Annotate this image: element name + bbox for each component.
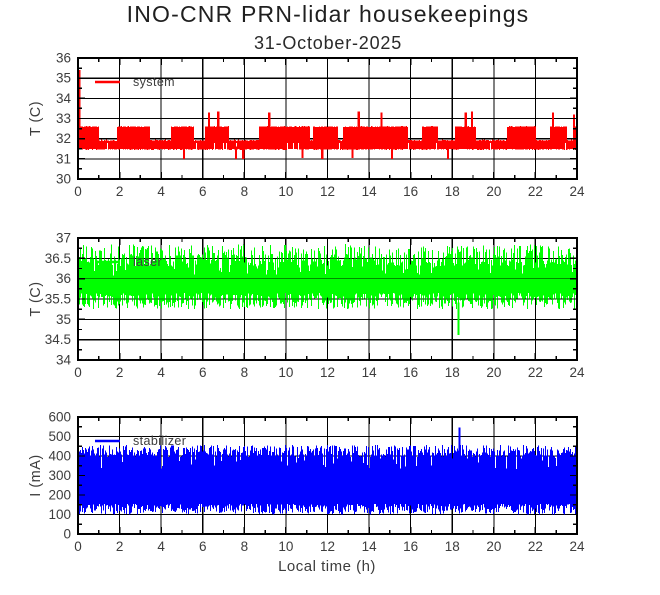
chart-title: INO-CNR PRN-lidar housekeepings [127,1,530,27]
x-tick-labels: 0 2 4 6 8 10 12 14 16 18 20 22 24 [74,184,585,199]
x-tick-label: 6 [199,539,207,554]
series-stabilizer [77,444,578,515]
y-axis-label: I (mA) [28,454,44,496]
x-tick-label: 10 [278,539,293,554]
axis-ticks [77,237,578,361]
y-tick-label: 600 [48,410,71,425]
y-tick-label: 35 [56,312,71,327]
y-tick-label: 33 [56,111,71,126]
y-tick-label: 35 [56,71,71,86]
y-tick-label: 32 [56,131,71,146]
x-tick-label: 14 [362,365,378,380]
x-axis-label: Local time (h) [278,558,376,575]
y-tick-label: 36.5 [45,251,71,266]
x-tick-label: 14 [362,539,378,554]
y-tick-label: 34.5 [45,332,71,347]
x-tick-label: 2 [116,184,124,199]
y-tick-label: 400 [48,449,71,464]
y-tick-label: 0 [63,527,71,542]
x-tick-label: 8 [241,184,249,199]
x-tick-label: 22 [528,184,543,199]
x-tick-label: 6 [199,365,207,380]
x-tick-label: 22 [528,539,543,554]
y-tick-label: 36 [56,51,71,66]
y-tick-label: 34 [56,353,72,368]
y-tick-label: 500 [48,429,71,444]
y-tick-label: 100 [48,507,71,522]
x-tick-label: 8 [241,365,249,380]
legend-label-system: system [133,75,175,89]
x-tick-label: 2 [116,539,124,554]
y-tick-labels: 34 34.5 35 35.5 36 36.5 37 [45,231,72,368]
x-tick-label: 8 [241,539,249,554]
x-tick-label: 16 [403,365,418,380]
x-tick-label: 2 [116,365,124,380]
chart-subtitle: 31-October-2025 [254,33,402,53]
x-tick-label: 4 [157,365,165,380]
x-tick-labels: 0 2 4 6 8 10 12 14 16 18 20 22 24 [74,539,585,554]
y-tick-label: 36 [56,271,71,286]
x-tick-label: 20 [486,365,501,380]
y-tick-label: 30 [56,172,71,187]
y-tick-labels: 0 100 200 300 400 500 600 [48,410,71,542]
x-tick-label: 0 [74,539,82,554]
y-axis-label: T (C) [28,101,44,136]
x-tick-label: 24 [569,365,585,380]
y-tick-label: 34 [56,91,72,106]
axis-ticks [77,57,578,180]
x-tick-label: 12 [320,539,335,554]
x-tick-labels: 0 2 4 6 8 10 12 14 16 18 20 22 24 [74,365,585,380]
series-system-spikes [78,70,575,159]
grid-overlay-lines [78,257,577,300]
legend-label-stabilizer: stabilizer [133,434,186,448]
x-tick-label: 24 [569,539,585,554]
x-tick-label: 20 [486,539,501,554]
y-axis-label: T (C) [28,281,44,316]
x-tick-label: 6 [199,184,207,199]
x-tick-label: 18 [445,365,460,380]
x-tick-label: 16 [403,184,418,199]
x-tick-label: 24 [569,184,585,199]
x-tick-label: 18 [445,184,460,199]
y-tick-label: 300 [48,468,71,483]
y-tick-label: 31 [56,151,71,166]
x-tick-label: 22 [528,365,543,380]
x-tick-label: 14 [362,184,378,199]
x-tick-label: 4 [157,539,165,554]
x-tick-label: 4 [157,184,165,199]
x-tick-label: 0 [74,365,82,380]
legend-label-laser: laser [133,255,162,269]
y-tick-label: 37 [56,231,71,246]
x-tick-label: 0 [74,184,82,199]
x-tick-label: 10 [278,184,293,199]
x-tick-label: 12 [320,365,335,380]
y-tick-label: 35.5 [45,292,71,307]
y-tick-labels: 30 31 32 33 34 35 36 [56,51,72,187]
x-tick-label: 12 [320,184,335,199]
x-tick-label: 10 [278,365,293,380]
x-tick-label: 20 [486,184,501,199]
axis-ticks [77,416,578,535]
x-tick-label: 16 [403,539,418,554]
series-system [77,126,578,150]
x-tick-label: 18 [445,539,460,554]
y-tick-label: 200 [48,488,71,503]
